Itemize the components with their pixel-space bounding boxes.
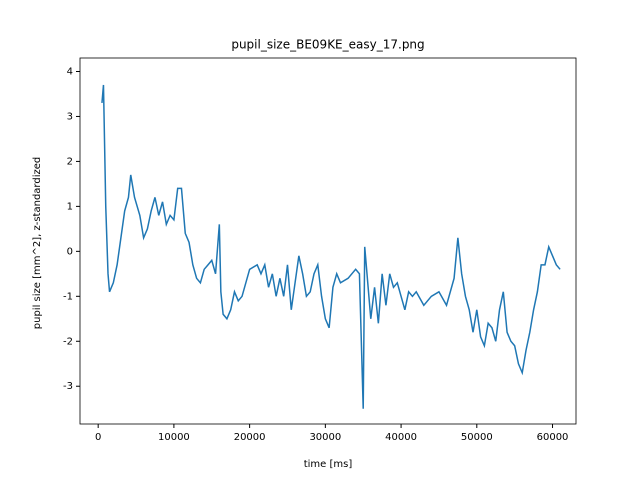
y-tick-label: -3 — [63, 381, 73, 392]
x-axis-label: time [ms] — [304, 459, 353, 470]
x-tick-label: 20000 — [234, 432, 266, 443]
chart-title: pupil_size_BE09KE_easy_17.png — [231, 38, 424, 52]
y-tick-label: -1 — [63, 291, 73, 302]
x-tick-label: 0 — [95, 432, 101, 443]
plot-frame — [79, 57, 577, 425]
y-axis-label: pupil size [mm^2], z-standardized — [32, 157, 43, 329]
y-tick-label: 0 — [67, 246, 73, 257]
y-tick-label: 1 — [67, 201, 73, 212]
data-line — [101, 84, 561, 409]
y-tick-label: 2 — [67, 156, 73, 167]
y-tick-label: 4 — [67, 66, 73, 77]
y-tick-label: 3 — [67, 111, 73, 122]
x-tick-label: 60000 — [537, 432, 569, 443]
x-tick-label: 50000 — [461, 432, 493, 443]
x-tick-label: 40000 — [385, 432, 417, 443]
x-tick-label: 10000 — [158, 432, 190, 443]
x-tick-label: 30000 — [309, 432, 341, 443]
y-tick-label: -2 — [63, 336, 73, 347]
